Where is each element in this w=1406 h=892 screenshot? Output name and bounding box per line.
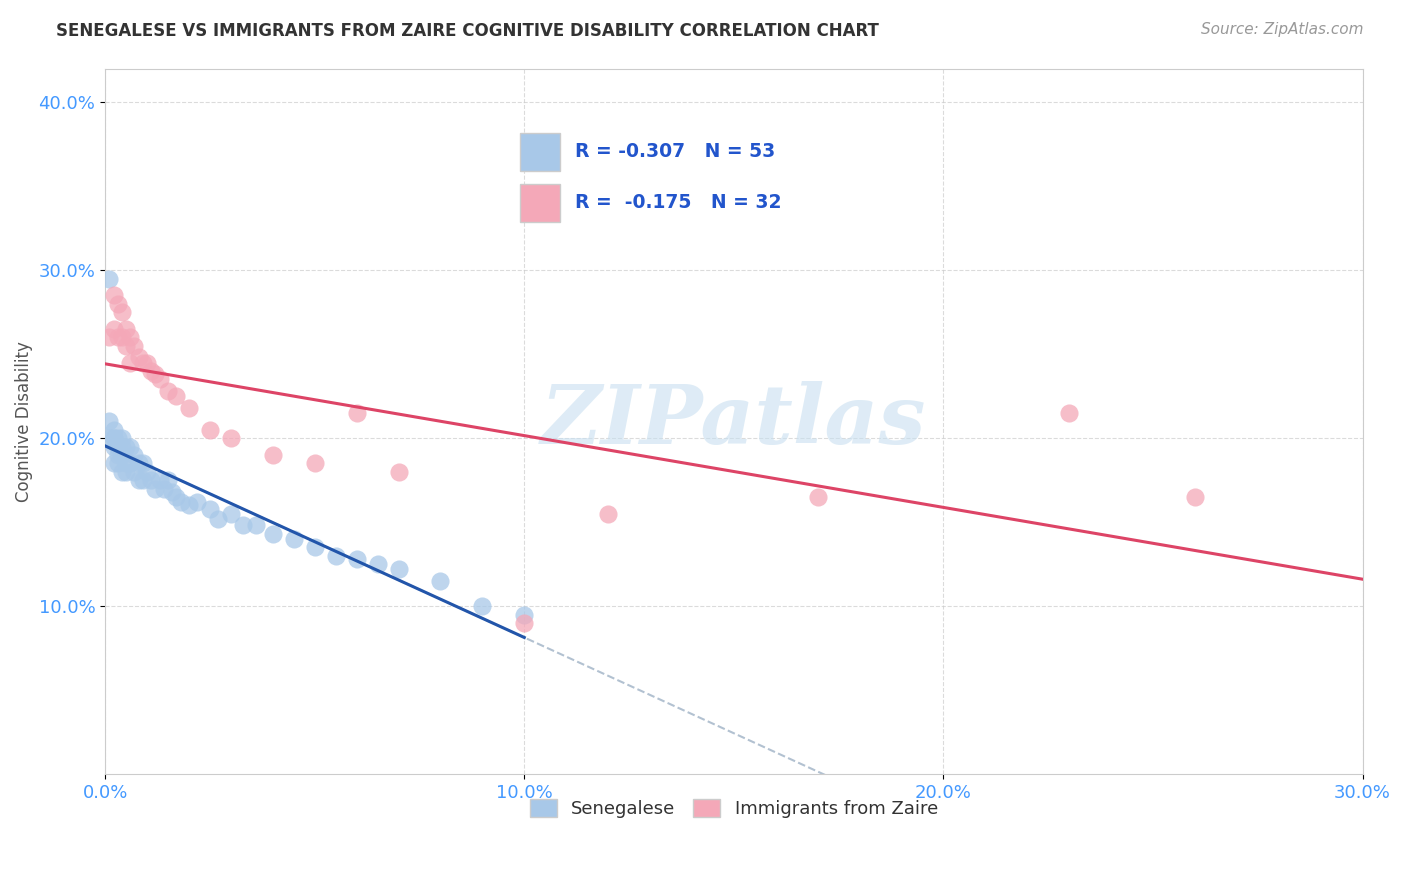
Y-axis label: Cognitive Disability: Cognitive Disability: [15, 341, 32, 502]
Point: [198, 423, 221, 437]
Point: [128, 351, 150, 365]
Point: [346, 552, 368, 566]
Point: [103, 288, 125, 302]
Point: [598, 507, 620, 521]
Point: [149, 372, 172, 386]
Point: [136, 465, 159, 479]
Point: [107, 448, 129, 462]
Point: [367, 557, 389, 571]
Point: [103, 423, 125, 437]
Point: [232, 518, 254, 533]
Point: [513, 615, 536, 630]
Point: [103, 431, 125, 445]
Point: [124, 465, 146, 479]
Point: [128, 473, 150, 487]
Point: [325, 549, 347, 563]
FancyBboxPatch shape: [520, 133, 560, 171]
Point: [111, 330, 134, 344]
FancyBboxPatch shape: [520, 184, 560, 222]
Point: [111, 465, 134, 479]
Point: [177, 401, 200, 415]
Text: ZIPatlas: ZIPatlas: [541, 381, 927, 461]
Point: [124, 339, 146, 353]
Point: [471, 599, 494, 614]
Point: [103, 322, 125, 336]
Point: [145, 482, 167, 496]
Point: [111, 431, 134, 445]
Point: [115, 440, 138, 454]
Point: [145, 368, 167, 382]
Point: [136, 355, 159, 369]
Point: [157, 473, 180, 487]
Point: [98, 330, 121, 344]
Point: [165, 389, 187, 403]
Point: [149, 473, 172, 487]
Point: [107, 330, 129, 344]
Point: [103, 440, 125, 454]
Point: [153, 482, 176, 496]
Point: [429, 574, 451, 588]
Point: [165, 490, 187, 504]
Point: [219, 507, 242, 521]
Point: [807, 490, 830, 504]
Text: R =  -0.175   N = 32: R = -0.175 N = 32: [575, 194, 780, 212]
Text: SENEGALESE VS IMMIGRANTS FROM ZAIRE COGNITIVE DISABILITY CORRELATION CHART: SENEGALESE VS IMMIGRANTS FROM ZAIRE COGN…: [56, 22, 879, 40]
Point: [98, 271, 121, 285]
Point: [120, 456, 142, 470]
Point: [132, 473, 155, 487]
Point: [157, 384, 180, 398]
Point: [283, 532, 305, 546]
Point: [98, 414, 121, 428]
Point: [132, 456, 155, 470]
Point: [132, 355, 155, 369]
Point: [103, 431, 125, 445]
Point: [262, 527, 284, 541]
Point: [387, 562, 409, 576]
Point: [120, 440, 142, 454]
Point: [186, 495, 208, 509]
Text: R = -0.307   N = 53: R = -0.307 N = 53: [575, 143, 775, 161]
Point: [304, 541, 326, 555]
Point: [124, 448, 146, 462]
Point: [98, 431, 121, 445]
Point: [160, 484, 183, 499]
Point: [141, 473, 163, 487]
Point: [115, 322, 138, 336]
Point: [513, 607, 536, 622]
Point: [245, 518, 267, 533]
Legend: Senegalese, Immigrants from Zaire: Senegalese, Immigrants from Zaire: [523, 791, 945, 825]
Text: Source: ZipAtlas.com: Source: ZipAtlas.com: [1201, 22, 1364, 37]
Point: [107, 456, 129, 470]
Point: [120, 330, 142, 344]
Point: [387, 465, 409, 479]
Point: [111, 440, 134, 454]
Point: [198, 501, 221, 516]
Point: [107, 296, 129, 310]
Point: [346, 406, 368, 420]
Point: [177, 499, 200, 513]
Point: [115, 465, 138, 479]
Point: [111, 448, 134, 462]
Point: [103, 456, 125, 470]
Point: [1057, 406, 1080, 420]
Point: [207, 512, 229, 526]
Point: [304, 456, 326, 470]
Point: [128, 456, 150, 470]
Point: [169, 495, 191, 509]
Point: [120, 355, 142, 369]
Point: [115, 339, 138, 353]
Point: [107, 431, 129, 445]
Point: [111, 305, 134, 319]
Point: [141, 364, 163, 378]
Point: [107, 440, 129, 454]
Point: [115, 456, 138, 470]
Point: [1184, 490, 1206, 504]
Point: [262, 448, 284, 462]
Point: [219, 431, 242, 445]
